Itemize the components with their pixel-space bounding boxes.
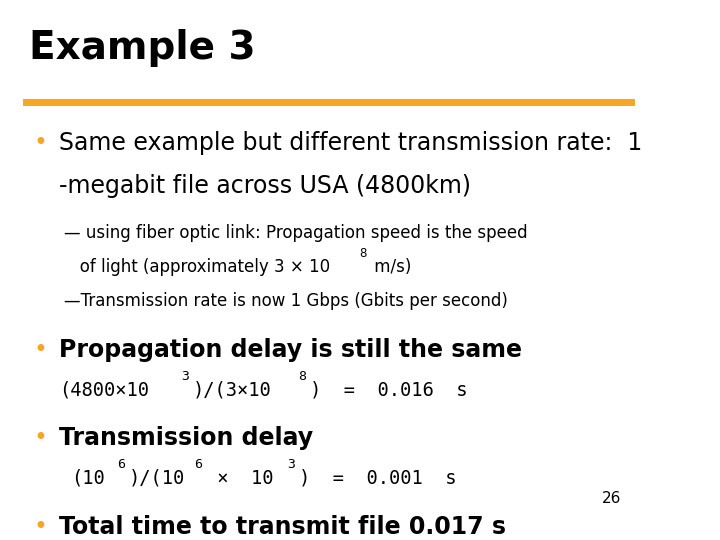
Text: •: • bbox=[33, 131, 48, 156]
Text: of light (approximately 3 × 10: of light (approximately 3 × 10 bbox=[64, 258, 330, 276]
Text: Same example but different transmission rate:  1: Same example but different transmission … bbox=[59, 131, 642, 156]
Text: 6: 6 bbox=[194, 458, 202, 471]
Text: m/s): m/s) bbox=[369, 258, 412, 276]
Text: ×  10: × 10 bbox=[206, 469, 274, 488]
Text: 6: 6 bbox=[117, 458, 125, 471]
Text: •: • bbox=[33, 338, 48, 362]
Text: —Transmission rate is now 1 Gbps (Gbits per second): —Transmission rate is now 1 Gbps (Gbits … bbox=[64, 292, 508, 310]
Text: •: • bbox=[33, 515, 48, 539]
Text: Example 3: Example 3 bbox=[29, 29, 256, 66]
Text: 8: 8 bbox=[359, 247, 366, 260]
Text: 3: 3 bbox=[287, 458, 296, 471]
Text: •: • bbox=[33, 426, 48, 450]
Text: -megabit file across USA (4800km): -megabit file across USA (4800km) bbox=[59, 174, 471, 198]
Text: 26: 26 bbox=[601, 491, 621, 507]
Text: (4800×10: (4800×10 bbox=[59, 380, 149, 399]
Text: (10: (10 bbox=[71, 469, 104, 488]
Text: Total time to transmit file 0.017 s: Total time to transmit file 0.017 s bbox=[59, 515, 506, 539]
Text: 8: 8 bbox=[299, 370, 307, 383]
Text: Propagation delay is still the same: Propagation delay is still the same bbox=[59, 338, 522, 362]
Text: 3: 3 bbox=[181, 370, 189, 383]
Text: — using fiber optic link: Propagation speed is the speed: — using fiber optic link: Propagation sp… bbox=[64, 224, 528, 242]
Text: )/(3×10: )/(3×10 bbox=[193, 380, 271, 399]
Text: )  =  0.001  s: ) = 0.001 s bbox=[300, 469, 456, 488]
Text: )/(10: )/(10 bbox=[129, 469, 185, 488]
Text: )  =  0.016  s: ) = 0.016 s bbox=[310, 380, 467, 399]
Text: Transmission delay: Transmission delay bbox=[59, 426, 313, 450]
